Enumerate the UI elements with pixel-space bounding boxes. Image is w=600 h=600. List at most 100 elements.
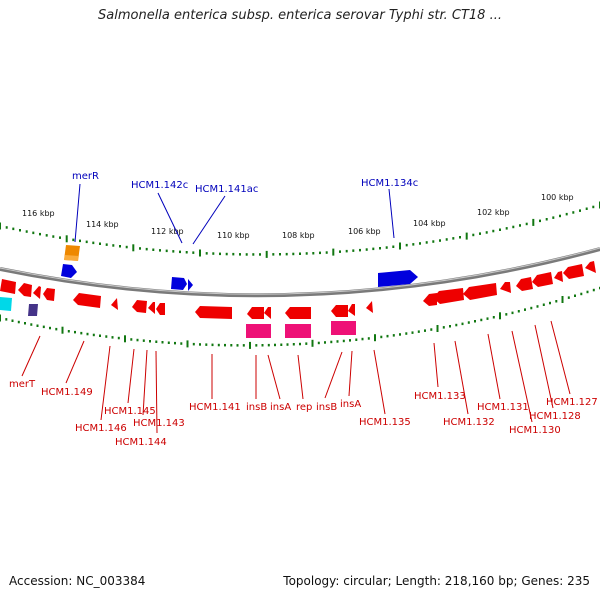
outer-tick-minor: [299, 252, 301, 255]
inner-tick-minor: [486, 317, 489, 320]
inner-tick-minor: [549, 301, 551, 305]
leader-HCM1.132: [454, 340, 469, 415]
leader-HCM1.128: [534, 324, 554, 409]
gene-merT[interactable]: [0, 297, 12, 311]
gene-HCM1.134c[interactable]: [378, 270, 418, 287]
outer-tick-minor: [79, 239, 81, 243]
outer-tick-minor: [145, 247, 148, 251]
gene-HCM1.141[interactable]: [195, 306, 232, 319]
outer-tick-minor: [232, 252, 235, 256]
outer-tick-minor: [139, 247, 141, 250]
inner-tick-minor: [349, 339, 351, 342]
inner-tick-minor: [430, 328, 433, 331]
inner-tick-minor: [167, 341, 170, 344]
outer-tick-minor: [492, 229, 495, 233]
gene-insB-2[interactable]: [331, 305, 348, 317]
outer-tick-minor: [412, 243, 415, 246]
leader-rep: [297, 354, 304, 400]
inner-tick-minor: [149, 340, 151, 343]
outer-tick-minor: [219, 252, 221, 256]
inner-tick-minor: [80, 331, 83, 335]
gene-HCM1.130-b[interactable]: [516, 277, 533, 291]
leader-HCM1.141ac: [192, 195, 226, 245]
gene-HCM1.127-b[interactable]: [585, 261, 596, 273]
inner-tick-minor: [117, 336, 120, 340]
label-HCM1.149: HCM1.149: [41, 387, 93, 398]
inner-tick-major: [0, 314, 1, 322]
gene-HCM1.127[interactable]: [563, 264, 584, 279]
outer-tick-minor: [592, 205, 595, 209]
gene-HCM1.132[interactable]: [433, 288, 464, 304]
outer-tick-minor: [185, 251, 188, 254]
outer-tick-minor: [365, 248, 368, 251]
gene-HCM1.128[interactable]: [532, 272, 553, 287]
gene-HCM1.145[interactable]: [132, 300, 147, 313]
outer-tick-minor: [565, 212, 568, 216]
label-HCM1.133: HCM1.133: [414, 391, 466, 402]
gene-HCM1.141ac[interactable]: [188, 279, 193, 291]
inner-tick-minor: [292, 343, 295, 346]
gene-purple[interactable]: [28, 304, 38, 316]
inner-tick-minor: [205, 343, 208, 346]
mobile-element-2[interactable]: [285, 324, 311, 338]
outer-tick-minor: [92, 241, 95, 245]
inner-tick-minor: [274, 343, 276, 347]
outer-tick-minor: [212, 252, 215, 255]
mobile-element-3[interactable]: [331, 321, 356, 335]
outer-tick-minor: [545, 218, 548, 221]
outer-tick-major: [532, 218, 535, 226]
gene-HCM1.130-a[interactable]: [500, 282, 511, 293]
inner-tick-minor: [99, 334, 101, 337]
inner-tick-minor: [161, 341, 164, 344]
gene-insA-1[interactable]: [264, 307, 271, 319]
gene-HCM1.133[interactable]: [423, 293, 437, 306]
inner-tick-major: [561, 296, 564, 303]
gene-HCM1.128-b[interactable]: [554, 271, 563, 282]
outer-tick-minor: [385, 246, 388, 249]
outer-tick-minor: [152, 248, 155, 251]
outer-tick-minor: [479, 232, 481, 235]
outer-tick-major: [332, 248, 335, 256]
outer-tick-minor: [19, 229, 21, 232]
gene-forward-1[interactable]: [61, 264, 77, 278]
outer-tick-minor: [445, 238, 448, 241]
inner-tick-minor: [299, 342, 301, 346]
outer-tick-minor: [432, 240, 435, 243]
forward-strand-genes: [61, 245, 418, 291]
gene-reverse-4[interactable]: [43, 288, 55, 301]
inner-tick-minor: [305, 342, 308, 345]
inner-tick-major: [249, 341, 251, 349]
leader-HCM1.135: [373, 349, 386, 415]
inner-tick-minor: [580, 292, 583, 296]
gene-HCM1.146[interactable]: [111, 298, 118, 310]
gene-insA-2[interactable]: [348, 304, 355, 316]
gene-HCM1.149[interactable]: [73, 293, 101, 308]
mobile-element-1[interactable]: [246, 324, 271, 338]
gene-reverse-3[interactable]: [33, 286, 41, 299]
inner-tick-minor: [211, 343, 214, 347]
gene-HCM1.135[interactable]: [366, 301, 373, 313]
outer-tick-minor: [99, 242, 101, 245]
outer-tick-minor: [319, 251, 321, 255]
inner-tick-minor: [492, 316, 495, 319]
scale-label-116: 116 kbp: [22, 209, 55, 218]
inner-tick-major: [61, 326, 64, 334]
gene-rep[interactable]: [285, 307, 311, 319]
label-HCM1.145: HCM1.145: [104, 406, 156, 417]
gene-reverse-2[interactable]: [18, 283, 32, 297]
inner-tick-minor: [361, 337, 364, 341]
outer-tick-minor: [392, 245, 395, 248]
inner-tick-minor: [199, 343, 201, 346]
gene-HCM1.144[interactable]: [156, 303, 165, 315]
outer-scale-ticks: [0, 201, 600, 258]
inner-tick-minor: [380, 335, 383, 339]
gene-HCM1.142c[interactable]: [171, 277, 187, 290]
gene-insB-1[interactable]: [247, 307, 264, 319]
gene-reverse-1[interactable]: [0, 279, 16, 294]
outer-tick-minor: [419, 242, 421, 245]
gene-HCM1.143[interactable]: [148, 302, 155, 314]
inner-tick-minor: [367, 337, 370, 340]
gene-HCM1.131[interactable]: [463, 283, 497, 300]
inner-tick-minor: [280, 343, 283, 346]
genome-backbone: [0, 247, 600, 298]
